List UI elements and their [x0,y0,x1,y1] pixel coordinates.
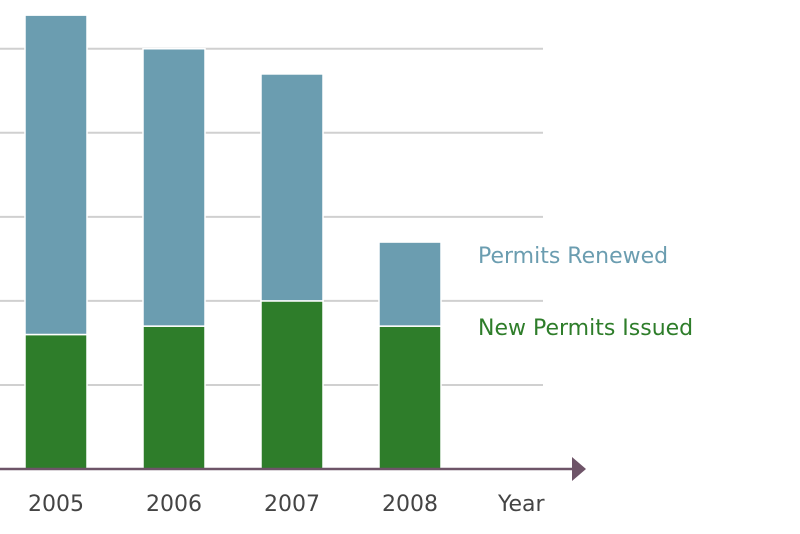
legend-label: Permits Renewed [478,244,668,269]
bar-segment [142,47,206,327]
bar-segment [260,300,324,470]
legend-label: New Permits Issued [478,316,693,341]
bar-segment [260,73,324,302]
x-axis-arrow [572,457,586,481]
x-tick-label: 2006 [146,492,202,517]
x-tick-label: 2008 [382,492,438,517]
bar-segment [24,333,88,470]
bar-segment [142,325,206,470]
bar-segment [378,325,442,470]
x-tick-label: 2005 [28,492,84,517]
bar-segment [24,14,88,336]
bar-segment [378,241,442,327]
x-tick-label: 2007 [264,492,320,517]
x-axis-label: Year [497,492,546,517]
